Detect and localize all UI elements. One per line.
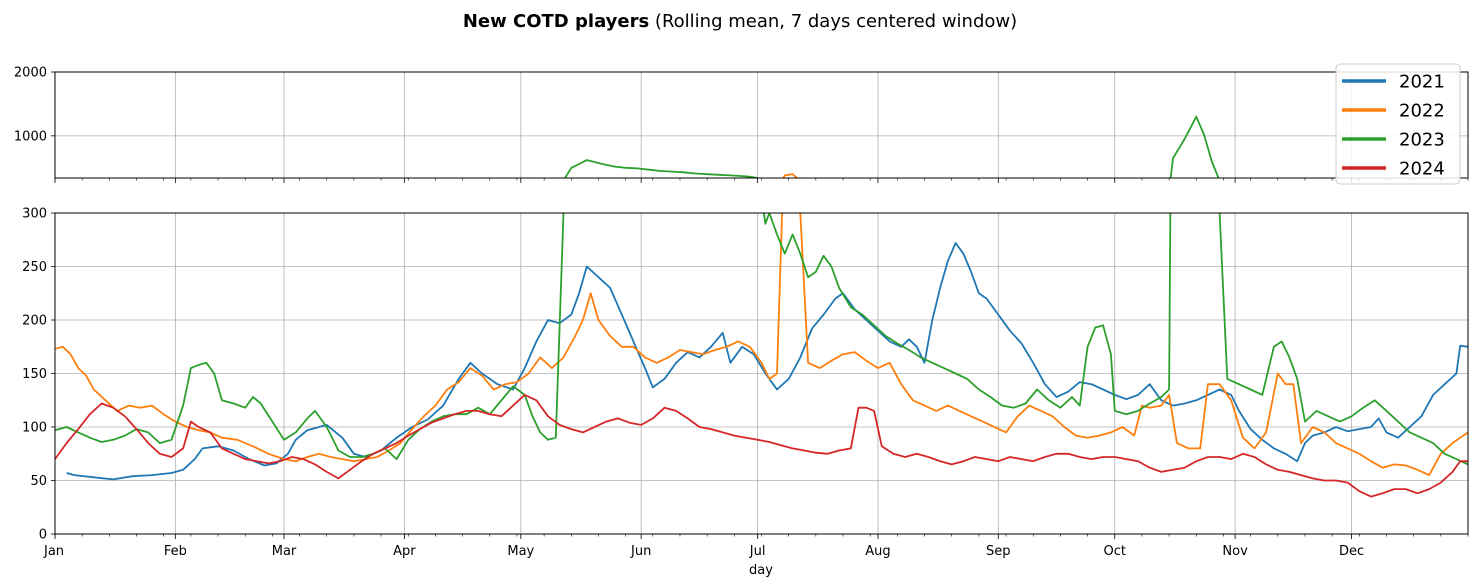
y-tick-label: 2000 (14, 66, 47, 81)
series-line-2024 (55, 394, 1468, 498)
lower-panel: 0 50 100 150 200 250 300 Jan Feb Mar Apr May Jun Jul A… (22, 207, 1469, 559)
x-tick-label: Feb (164, 544, 187, 559)
y-tick-label: 150 (22, 367, 47, 382)
legend: 2021 2022 2023 2024 (1335, 63, 1461, 185)
legend-box (1335, 63, 1461, 185)
upper-panel: 1000 2000 (14, 66, 1469, 197)
legend-label-2024: 2024 (1399, 159, 1445, 180)
plot-frame (54, 212, 1469, 535)
series-line-2023 (564, 115, 1220, 178)
x-tick-label: Jul (749, 544, 766, 559)
x-tick-label: Aug (865, 544, 890, 559)
y-tick-label: 1000 (14, 129, 47, 144)
x-axis-label: day (749, 563, 773, 578)
x-tick-label: Sep (986, 544, 1011, 559)
chart-title-rest: (Rolling mean, 7 days centered window) (649, 11, 1017, 32)
series-line-2023 (55, 213, 1468, 466)
plot-frame (54, 71, 1469, 179)
y-tick-label: 250 (22, 260, 47, 275)
legend-label-2023: 2023 (1399, 130, 1445, 151)
y-tick-label: 0 (39, 528, 47, 543)
x-tick-label: Mar (272, 544, 297, 559)
y-tick-label: 300 (22, 207, 47, 222)
legend-label-2022: 2022 (1399, 101, 1445, 122)
series-line-2024 (55, 191, 1468, 197)
series-line-2021 (66, 242, 1468, 481)
x-tick-label: Oct (1104, 544, 1126, 559)
legend-label-2021: 2021 (1399, 72, 1445, 93)
chart-title: New COTD players (Rolling mean, 7 days c… (463, 11, 1017, 32)
x-tick-label: Dec (1339, 544, 1364, 559)
series-line-2022 (55, 213, 1468, 476)
series-line-2021 (67, 182, 1468, 196)
x-tick-label: Apr (393, 544, 416, 559)
chart-title-bold: New COTD players (463, 11, 649, 32)
x-tick-label: May (507, 544, 534, 559)
x-tick-label: Jan (43, 544, 64, 559)
y-tick-label: 200 (22, 314, 47, 329)
y-tick-label: 50 (30, 474, 47, 489)
x-tick-label: Nov (1222, 544, 1248, 559)
y-tick-label: 100 (22, 421, 47, 436)
x-tick-label: Jun (630, 544, 651, 559)
